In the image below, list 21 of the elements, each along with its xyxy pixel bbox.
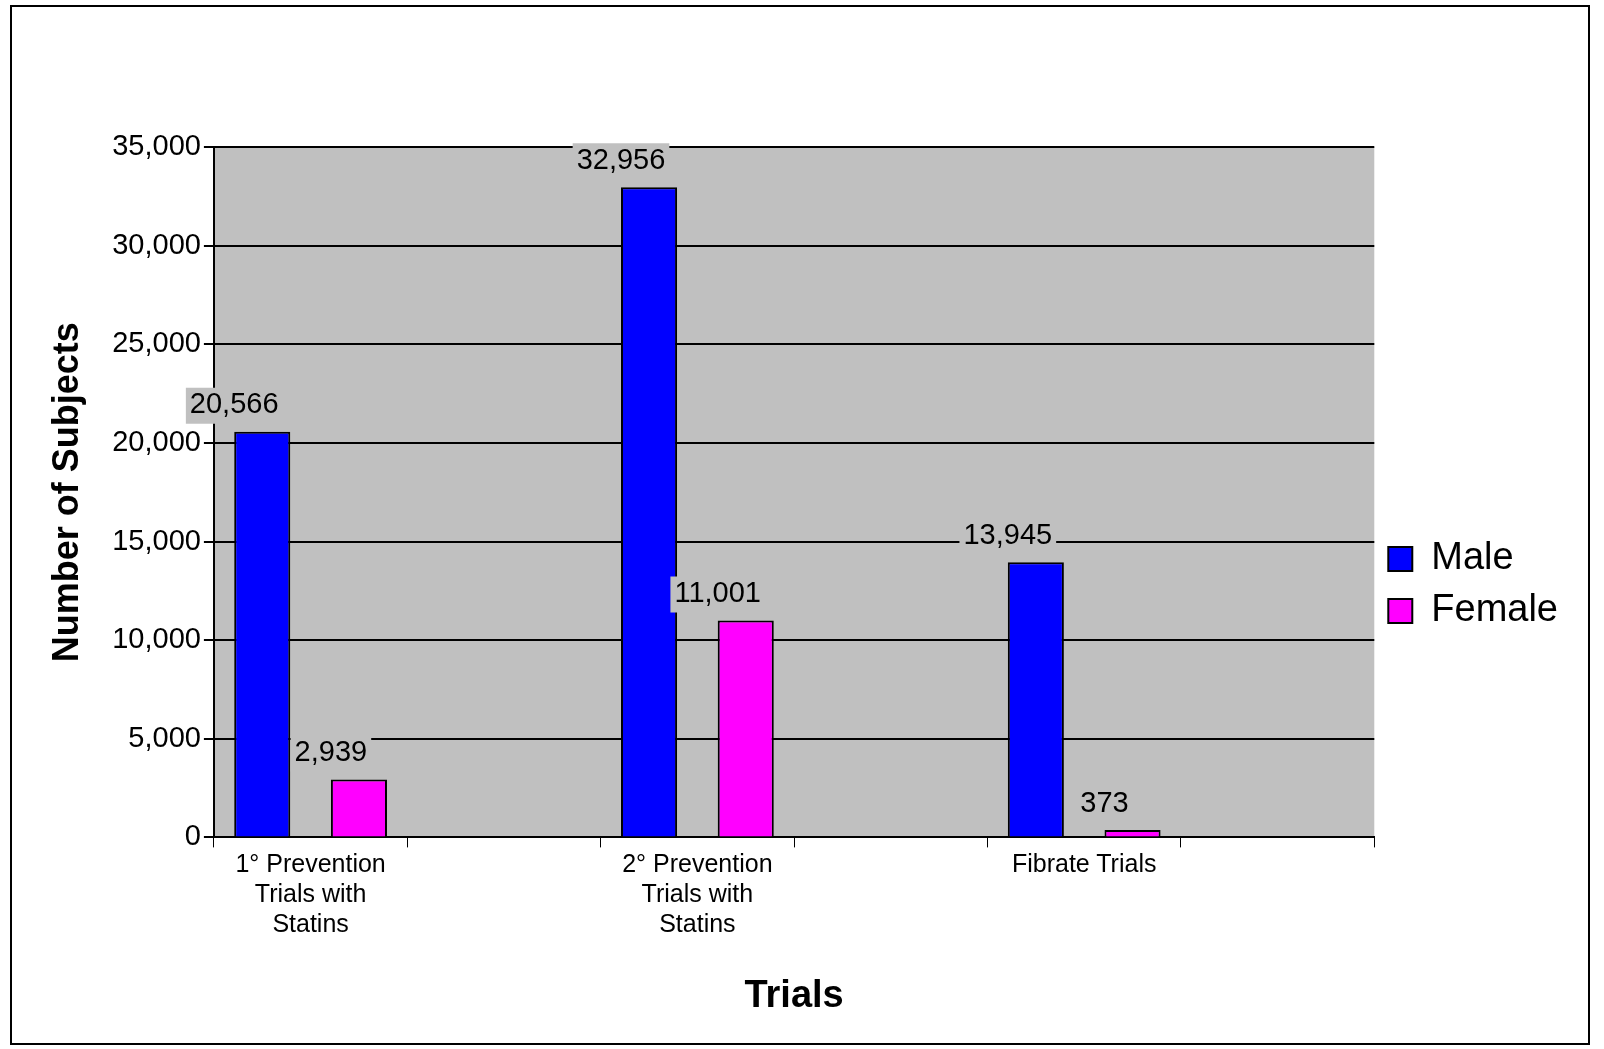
data-label: 20,566 [189, 387, 279, 420]
data-label: 373 [1080, 785, 1129, 818]
x-tick-label: Fibrate Trials [1011, 849, 1157, 878]
data-label: 11,001 [674, 575, 761, 608]
y-axis-title: Number of Subjects [44, 322, 86, 663]
y-tick-label: 30,000 [112, 227, 201, 260]
y-tick-label: 10,000 [112, 622, 201, 655]
y-tick-label: 15,000 [112, 523, 201, 556]
y-tick-label: 20,000 [112, 424, 201, 457]
y-tick-label: 25,000 [112, 326, 201, 359]
x-tick-label: 2° Prevention Trials with Statins [622, 849, 773, 938]
legend-label: Female [1431, 587, 1559, 630]
y-tick-label: 0 [184, 819, 201, 852]
data-label: 2,939 [294, 734, 368, 767]
legend-label: Male [1431, 535, 1514, 578]
data-label: 32,956 [576, 142, 666, 175]
y-tick-label: 5,000 [128, 720, 201, 753]
x-tick-label: 1° Prevention Trials with Statins [235, 849, 386, 938]
data-label: 13,945 [963, 517, 1053, 550]
x-axis-title: Trials [744, 972, 844, 1015]
y-tick-label: 35,000 [112, 129, 201, 161]
